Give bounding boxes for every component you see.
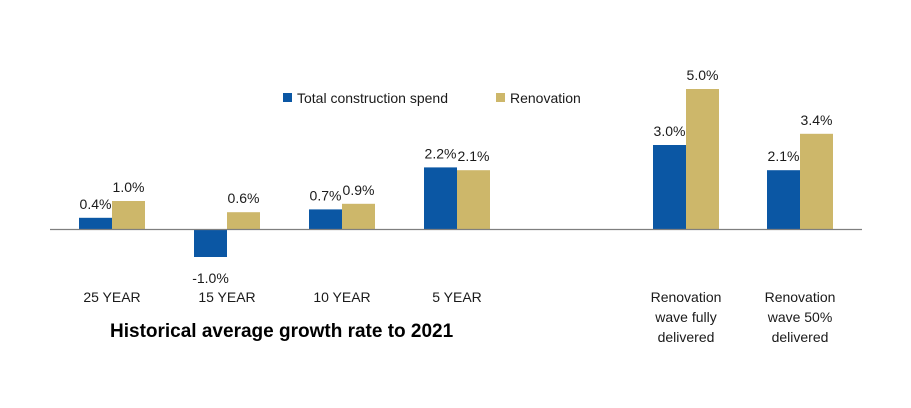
legend-label-total-construction: Total construction spend bbox=[297, 90, 448, 106]
bar-group bbox=[79, 89, 833, 257]
category-label-3: 5 YEAR bbox=[432, 289, 482, 305]
category-label-5: Renovation wave 50% delivered bbox=[765, 289, 836, 345]
bar-total-construction-1 bbox=[194, 229, 227, 257]
legend-label-renovation: Renovation bbox=[510, 90, 581, 106]
data-label-renovation-0: 1.0% bbox=[113, 179, 145, 195]
data-label-total-construction-5: 2.1% bbox=[768, 148, 800, 164]
legend-swatch-total-construction bbox=[283, 93, 292, 102]
bar-total-construction-2 bbox=[309, 209, 342, 229]
category-label-1: 15 YEAR bbox=[198, 289, 255, 305]
data-label-renovation-2: 0.9% bbox=[343, 182, 375, 198]
bar-total-construction-5 bbox=[767, 170, 800, 229]
bar-renovation-5 bbox=[800, 133, 833, 229]
data-label-total-construction-0: 0.4% bbox=[80, 196, 112, 212]
data-label-total-construction-1: -1.0% bbox=[192, 270, 229, 286]
data-label-renovation-1: 0.6% bbox=[228, 190, 260, 206]
value-label-group: 0.4% -1.0% 0.7% 2.2% 3.0% 2.1% 1.0% 0.6% 0.9% 2.1… bbox=[80, 67, 833, 286]
bar-renovation-1 bbox=[227, 212, 260, 229]
bar-renovation-0 bbox=[112, 201, 145, 229]
data-label-renovation-5: 3.4% bbox=[801, 112, 833, 128]
chart-legend: Total construction spend Renovation bbox=[283, 90, 581, 106]
category-label-0: 25 YEAR bbox=[83, 289, 140, 305]
bar-total-construction-0 bbox=[79, 217, 112, 229]
data-label-total-construction-3: 2.2% bbox=[425, 145, 457, 161]
category-label-2: 10 YEAR bbox=[313, 289, 370, 305]
category-label-4: Renovation wave fully delivered bbox=[651, 289, 722, 345]
category-label-group: 25 YEAR 15 YEAR 10 YEAR 5 YEAR Renovation wav… bbox=[83, 289, 835, 345]
bar-total-construction-3 bbox=[424, 167, 457, 229]
data-label-renovation-3: 2.1% bbox=[458, 148, 490, 164]
data-label-total-construction-2: 0.7% bbox=[310, 187, 342, 203]
bar-renovation-4 bbox=[686, 89, 719, 229]
bar-renovation-3 bbox=[457, 170, 490, 229]
footer-caption: Historical average growth rate to 2021 bbox=[110, 321, 454, 342]
data-label-total-construction-4: 3.0% bbox=[654, 123, 686, 139]
bar-total-construction-4 bbox=[653, 145, 686, 229]
bar-renovation-2 bbox=[342, 203, 375, 229]
legend-swatch-renovation bbox=[496, 93, 505, 102]
data-label-renovation-4: 5.0% bbox=[687, 67, 719, 83]
